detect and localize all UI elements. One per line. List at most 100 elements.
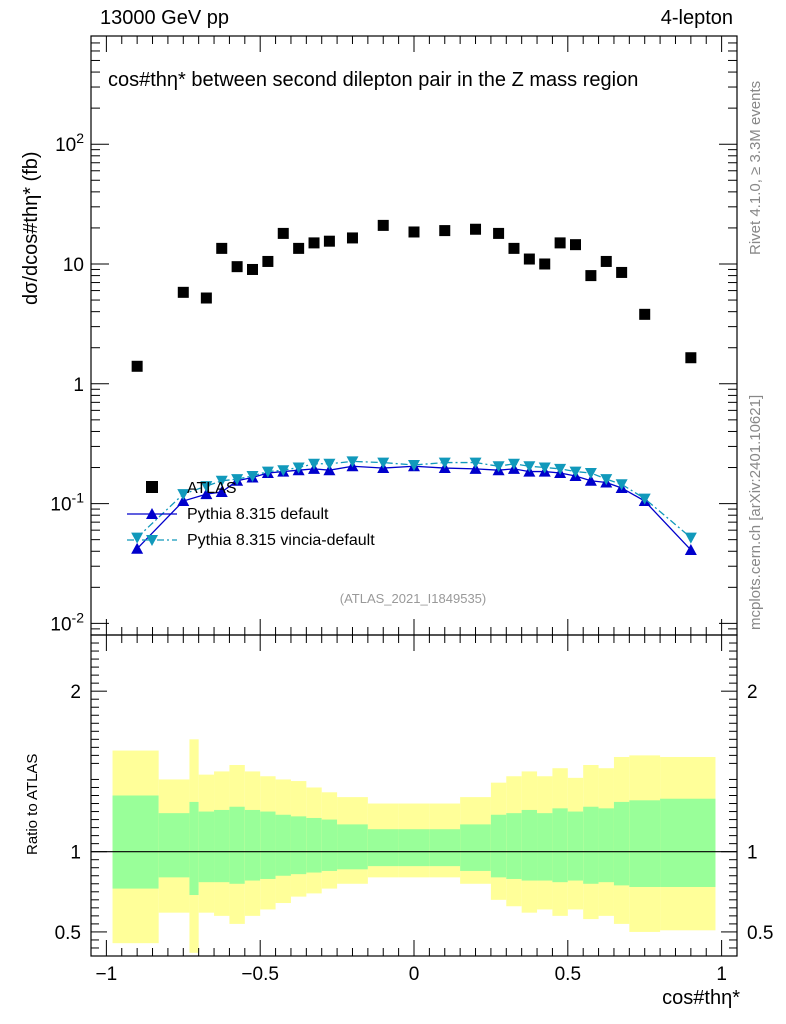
pythia-vincia-point <box>569 466 582 478</box>
ratio-y-tick-label: 0.5 <box>55 923 81 944</box>
pythia-default-point <box>584 474 597 486</box>
ratio-band-inner <box>506 813 522 879</box>
ratio-y-tick-label: 2 <box>70 682 81 703</box>
ratio-band-inner <box>321 819 338 871</box>
pythia-vincia-point <box>308 458 321 470</box>
ratio-band-inner <box>598 808 614 883</box>
pythia-vincia-point <box>538 462 551 474</box>
ratio-band-inner <box>260 811 276 879</box>
atlas-data-point <box>277 227 289 239</box>
ratio-y-tick-label: 1 <box>70 843 81 864</box>
ratio-band-inner <box>244 809 261 881</box>
y-axis-label-main: dσ/dcos#thη* (fb) <box>20 151 42 305</box>
ratio-band-inner <box>660 798 716 887</box>
ratio-band-inner <box>275 814 291 876</box>
pythia-vincia-point <box>177 489 190 501</box>
atlas-data-point <box>585 270 597 282</box>
pythia-vincia-point <box>600 474 613 486</box>
ratio-band-inner <box>490 814 507 878</box>
atlas-data-point <box>247 263 258 275</box>
ratio-band-inner <box>429 829 461 867</box>
atlas-data-point <box>639 308 651 320</box>
ratio-band-inner <box>158 813 190 878</box>
atlas-data-point <box>177 286 189 298</box>
ratio-band-inner <box>521 809 538 881</box>
series-line-2 <box>136 460 692 539</box>
x-tick-label: 0 <box>409 964 420 985</box>
x-tick-label: 0.5 <box>555 964 581 985</box>
legend-vincia-marker <box>146 535 158 546</box>
y-axis-label-ratio: Ratio to ATLAS <box>24 753 41 855</box>
pythia-vincia-point <box>684 532 697 544</box>
atlas-data-point <box>308 237 320 249</box>
main-plot-marks <box>131 219 697 555</box>
pythia-vincia-point <box>261 466 274 478</box>
atlas-data-point <box>346 232 358 244</box>
x-tick-label: −1 <box>96 964 118 985</box>
y-tick-label: 1 <box>73 375 84 396</box>
atlas-data-point <box>408 226 420 238</box>
pythia-vincia-point <box>584 468 597 480</box>
ratio-y-tick-label-right: 2 <box>747 682 758 703</box>
atlas-data-point <box>554 237 566 249</box>
legend: ATLAS Pythia 8.315 default Pythia 8.315 … <box>127 480 375 549</box>
legend-default-marker <box>146 508 158 519</box>
plot-title: cos#thη* between second dilepton pair in… <box>108 69 639 91</box>
pythia-vincia-point <box>246 470 259 482</box>
pythia-vincia-point <box>523 461 536 473</box>
ratio-band-inner <box>367 829 399 867</box>
pythia-default-point <box>200 488 213 500</box>
pythia-default-point <box>684 543 697 555</box>
pythia-vincia-point <box>323 458 336 470</box>
ratio-band-inner <box>537 813 553 881</box>
pythia-default-point <box>131 542 144 554</box>
atlas-data-point <box>523 253 535 265</box>
legend-vincia-label: Pythia 8.315 vincia-default <box>187 532 375 549</box>
ratio-band-inner <box>460 824 491 871</box>
atlas-data-point <box>539 258 551 270</box>
x-tick-label: −0.5 <box>241 964 279 985</box>
atlas-data-point <box>262 255 274 267</box>
atlas-data-point <box>216 242 228 254</box>
y-tick-label: 10 <box>63 255 84 276</box>
atlas-data-point <box>685 352 697 364</box>
atlas-data-point <box>600 255 612 267</box>
pythia-vincia-point <box>554 463 567 475</box>
ratio-band-inner <box>552 808 568 883</box>
atlas-data-point <box>616 266 628 278</box>
atlas-data-point <box>323 235 335 247</box>
ratio-band-inner <box>613 801 630 886</box>
axis-ticks: 10-2 10-1 1 10 102 −1 −0.5 0 0.5 1 0.5 0.5 1 1 2 2 <box>50 35 773 985</box>
ratio-band-inner <box>583 806 599 884</box>
ratio-band-inner <box>229 806 245 884</box>
pythia-vincia-point <box>638 493 651 505</box>
ratio-y-tick-label-right: 1 <box>747 843 758 864</box>
pythia-vincia-point <box>438 457 451 469</box>
legend-default-label: Pythia 8.315 default <box>187 506 329 523</box>
atlas-data-point <box>508 242 520 254</box>
y-tick-label: 10-2 <box>50 609 84 635</box>
ratio-band-inner <box>337 824 368 870</box>
x-axis-label: cos#thη* <box>662 987 740 1009</box>
pythia-default-point <box>177 495 190 507</box>
pythia-vincia-point <box>469 457 482 469</box>
pythia-vincia-point <box>507 458 520 470</box>
pythia-vincia-point <box>131 532 144 544</box>
pythia-vincia-point <box>231 474 244 486</box>
ratio-band-inner <box>306 817 322 873</box>
analysis-id: (ATLAS_2021_I1849535) <box>339 591 487 606</box>
ratio-band-inner <box>398 829 430 867</box>
atlas-data-point <box>493 227 505 239</box>
mcplots-citation-label: mcplots.cern.ch [arXiv:2401.10621] <box>747 394 764 630</box>
pythia-default-point <box>215 485 228 497</box>
pythia-vincia-point <box>615 479 628 491</box>
channel-label: 4-lepton <box>660 7 733 29</box>
ratio-band-inner <box>112 795 159 889</box>
energy-label: 13000 GeV pp <box>100 7 229 29</box>
pythia-vincia-point <box>492 461 505 473</box>
y-tick-label: 10-1 <box>50 490 84 516</box>
x-tick-label: 1 <box>716 964 727 985</box>
pythia-vincia-point <box>215 475 228 487</box>
ratio-y-tick-label-right: 0.5 <box>747 923 773 944</box>
